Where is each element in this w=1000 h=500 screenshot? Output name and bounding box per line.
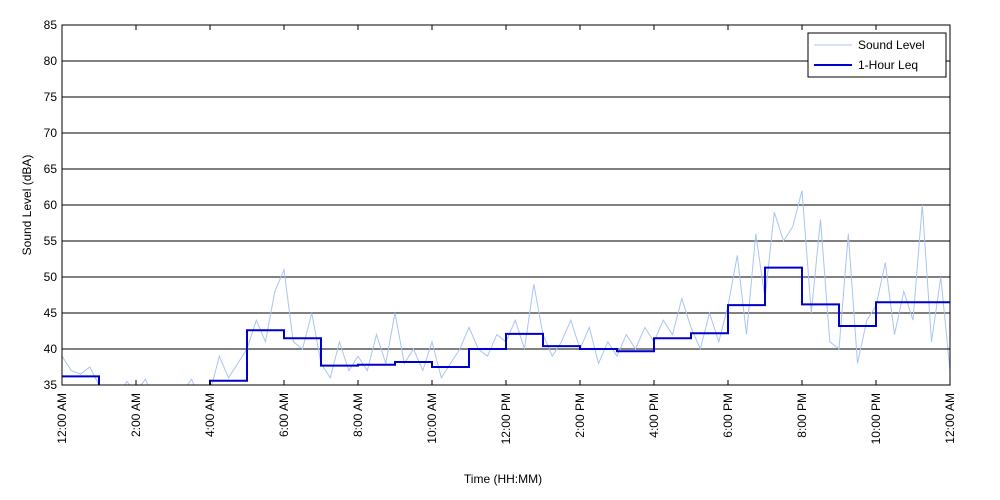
x-tick-label: 10:00 PM — [869, 393, 883, 444]
y-tick-label: 70 — [44, 126, 58, 140]
x-tick-label: 12:00 AM — [55, 393, 69, 444]
y-tick-label: 85 — [44, 18, 58, 32]
x-tick-label: 8:00 PM — [795, 393, 809, 438]
y-tick-label: 50 — [44, 270, 58, 284]
y-tick-label: 40 — [44, 342, 58, 356]
x-axis-title: Time (HH:MM) — [464, 472, 542, 486]
legend-box — [807, 32, 947, 78]
y-tick-label: 45 — [44, 306, 58, 320]
y-tick-label: 55 — [44, 234, 58, 248]
x-tick-label: 6:00 AM — [277, 393, 291, 437]
x-tick-label: 2:00 PM — [573, 393, 587, 438]
step-line — [62, 266, 950, 385]
y-tick-label: 35 — [44, 378, 58, 392]
x-tick-label: 6:00 PM — [721, 393, 735, 438]
y-axis-title: Sound Level (dBA) — [20, 155, 34, 256]
y-tick-label: 80 — [44, 54, 58, 68]
x-tick-label: 12:00 PM — [499, 393, 513, 444]
y-tick-label: 60 — [44, 198, 58, 212]
y-tick-label: 65 — [44, 162, 58, 176]
legend-label: 1-Hour Leq — [858, 58, 918, 72]
x-tick-label: 10:00 AM — [425, 393, 439, 444]
x-tick-label: 8:00 AM — [351, 393, 365, 437]
x-tick-label: 4:00 AM — [203, 393, 217, 437]
x-tick-label: 4:00 PM — [647, 393, 661, 438]
legend-label: Sound Level — [858, 38, 925, 52]
x-tick-label: 2:00 AM — [129, 393, 143, 437]
y-tick-label: 75 — [44, 90, 58, 104]
x-tick-label: 12:00 AM — [943, 393, 957, 444]
